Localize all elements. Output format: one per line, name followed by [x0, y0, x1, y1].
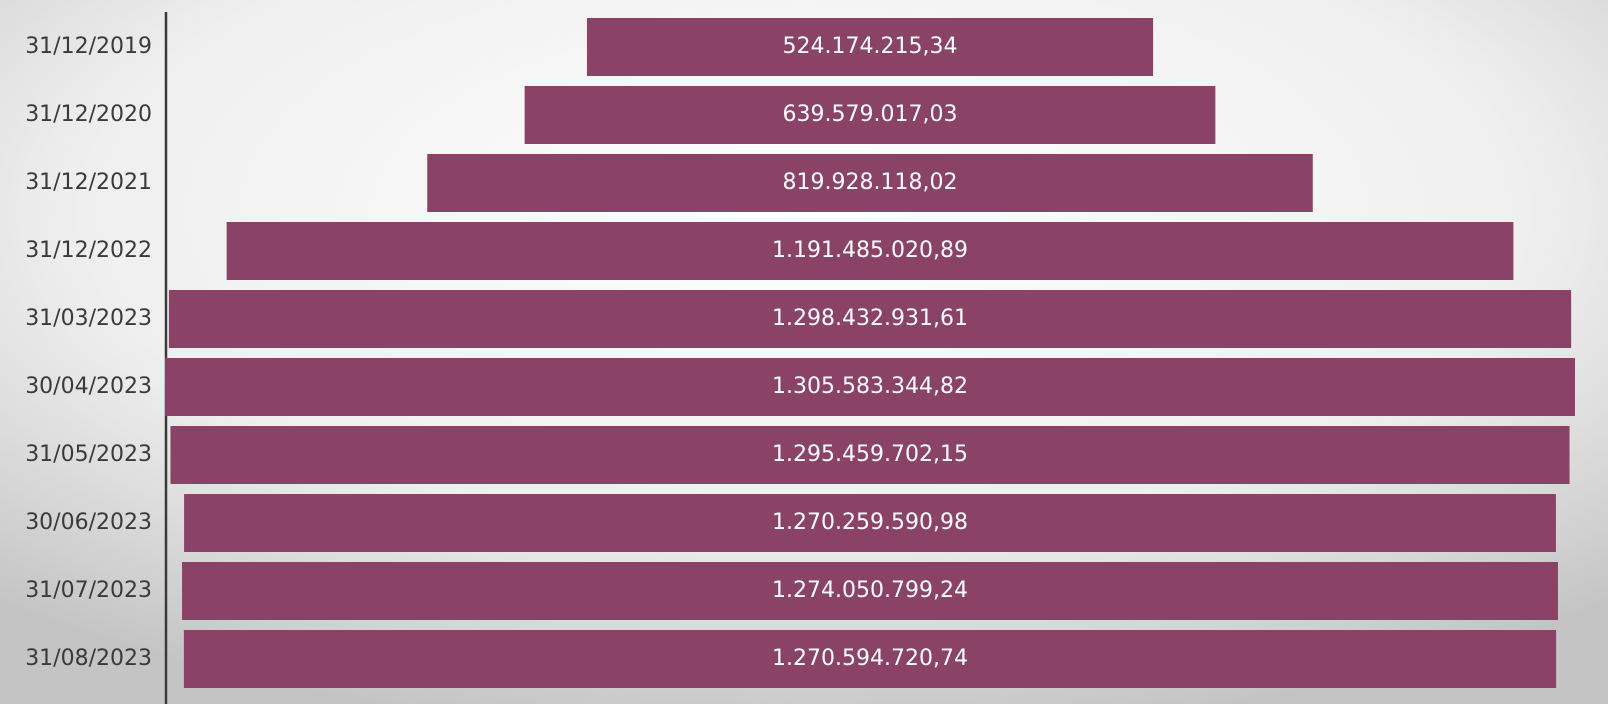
category-label: 30/04/2023 [25, 374, 152, 399]
value-label: 524.174.215,34 [783, 34, 958, 59]
bar [586, 18, 1154, 76]
bar [524, 86, 1216, 144]
value-label: 639.579.017,03 [783, 102, 958, 127]
value-label: 1.298.432.931,61 [772, 306, 968, 331]
value-label: 1.191.485.020,89 [772, 238, 968, 263]
value-label: 1.270.594.720,74 [772, 646, 968, 671]
bar [226, 222, 1514, 280]
bar [184, 494, 1556, 552]
category-label: 31/07/2023 [25, 578, 152, 603]
category-label: 31/12/2021 [25, 170, 152, 195]
category-label: 31/03/2023 [25, 306, 152, 331]
category-label: 31/05/2023 [25, 442, 152, 467]
bar [170, 426, 1570, 484]
bar [427, 154, 1313, 212]
category-label: 31/12/2020 [25, 102, 152, 127]
value-label: 1.274.050.799,24 [772, 578, 968, 603]
bar [168, 290, 1572, 348]
value-label: 819.928.118,02 [783, 170, 958, 195]
value-label: 1.295.459.702,15 [772, 442, 968, 467]
bar [183, 630, 1557, 688]
value-label: 1.305.583.344,82 [772, 374, 968, 399]
bar [165, 358, 1575, 416]
value-label: 1.270.259.590,98 [772, 510, 968, 535]
category-label: 31/12/2022 [25, 238, 152, 263]
category-label: 31/12/2019 [25, 34, 152, 59]
bar [182, 562, 1558, 620]
category-label: 30/06/2023 [25, 510, 152, 535]
category-label: 31/08/2023 [25, 646, 152, 671]
